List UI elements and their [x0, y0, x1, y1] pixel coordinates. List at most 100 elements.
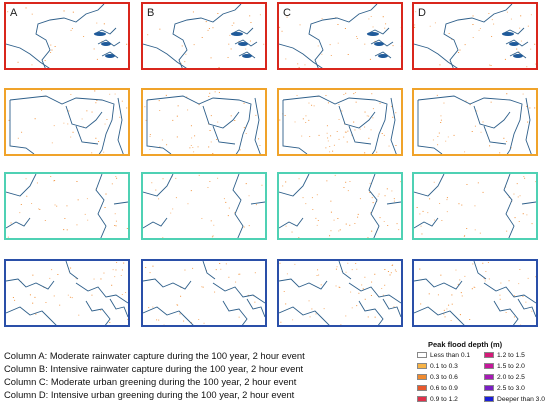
- flood-cell: [93, 278, 95, 280]
- flood-cell: [205, 21, 207, 23]
- flood-cell: [330, 230, 332, 232]
- flood-cell: [414, 24, 416, 26]
- boundary-line: [368, 174, 380, 238]
- flood-cell: [371, 197, 373, 199]
- flood-cell: [329, 151, 331, 153]
- column-label-d: D: [418, 7, 426, 19]
- water-body: [231, 32, 243, 36]
- boundary-line: [308, 4, 378, 68]
- flood-cell: [491, 36, 493, 37]
- flood-cell: [284, 115, 286, 116]
- flood-cell: [45, 302, 47, 303]
- flood-cell: [305, 122, 307, 123]
- flood-cell: [339, 287, 341, 288]
- flood-cell: [517, 196, 519, 198]
- boundary-line: [414, 217, 439, 229]
- map-panel-a-row-1: A: [4, 2, 130, 70]
- boundary-line: [443, 4, 513, 68]
- map-panel-c-row-1: C: [277, 2, 403, 70]
- flood-cell: [516, 48, 518, 50]
- flood-cell: [126, 107, 128, 109]
- flood-cell: [245, 48, 247, 50]
- flood-cell: [245, 183, 247, 185]
- boundary-line: [143, 217, 168, 229]
- boundary-line: [348, 282, 401, 304]
- flood-cell: [332, 150, 334, 152]
- flood-cell: [51, 142, 53, 144]
- flood-cell: [388, 145, 390, 147]
- flood-cell: [371, 230, 373, 232]
- boundary-line: [202, 105, 240, 145]
- flood-cell: [516, 183, 518, 185]
- flood-cell: [186, 96, 188, 98]
- flood-cell: [338, 230, 340, 232]
- legend-item: 0.1 to 0.3: [417, 363, 458, 370]
- boundary-line: [358, 300, 384, 325]
- legend-item: 2.5 to 3.0: [484, 385, 525, 392]
- boundary-line: [254, 97, 261, 154]
- legend-item: 0.3 to 0.6: [417, 374, 458, 381]
- flood-cell: [434, 22, 436, 24]
- flood-cell: [261, 184, 263, 186]
- flood-cell: [519, 195, 521, 197]
- flood-cell: [329, 146, 331, 147]
- flood-cell: [311, 197, 313, 199]
- flood-cell: [526, 66, 528, 68]
- flood-cell: [255, 114, 257, 116]
- flood-cell: [345, 315, 347, 317]
- flood-cell: [63, 229, 65, 231]
- boundary-line: [75, 282, 128, 304]
- flood-cell: [109, 322, 111, 323]
- flood-cell: [386, 188, 388, 190]
- flood-cell: [176, 304, 178, 306]
- flood-cell: [212, 235, 214, 237]
- flood-cell: [183, 320, 185, 322]
- flood-cell: [443, 102, 445, 104]
- flood-cell: [392, 264, 394, 266]
- flood-cell: [398, 229, 400, 231]
- flood-cell: [149, 272, 151, 274]
- flood-cell: [336, 131, 338, 132]
- flood-cell: [391, 190, 393, 192]
- flood-cell: [530, 48, 532, 50]
- water-body: [238, 42, 248, 46]
- caption-column-a: Column A: Moderate rainwater capture dur…: [4, 350, 305, 361]
- flood-cell: [490, 65, 492, 66]
- flood-cell: [459, 279, 461, 281]
- flood-cell: [382, 294, 384, 296]
- legend-item: 1.2 to 1.5: [484, 352, 525, 359]
- flood-cell: [315, 217, 317, 219]
- boundary-line: [6, 306, 57, 325]
- flood-cell: [311, 104, 313, 106]
- caption-column-d: Column D: Intensive urban greening durin…: [4, 389, 295, 400]
- flood-cell: [190, 190, 192, 192]
- flood-cell: [335, 17, 337, 19]
- legend-item: Less than 0.1: [417, 352, 470, 359]
- flood-cell: [436, 94, 438, 96]
- flood-cell: [345, 131, 347, 133]
- boundary-line: [6, 217, 31, 229]
- flood-cell: [320, 284, 322, 286]
- flood-cell: [51, 49, 53, 51]
- flood-cell: [374, 316, 376, 318]
- flood-cell: [506, 230, 508, 232]
- flood-cell: [371, 281, 373, 283]
- boundary-line: [386, 201, 401, 205]
- flood-cell: [176, 115, 178, 117]
- flood-cell: [427, 212, 429, 214]
- flood-cell: [96, 99, 98, 101]
- flood-cell: [148, 307, 150, 309]
- legend-swatch: [417, 352, 427, 358]
- boundary-line: [143, 174, 174, 197]
- flood-cell: [439, 64, 441, 66]
- flood-cell: [394, 269, 396, 271]
- flood-cell: [72, 11, 74, 13]
- flood-cell: [326, 132, 328, 134]
- flood-cell: [98, 141, 100, 142]
- flood-cell: [201, 218, 203, 219]
- boundary-line: [338, 105, 376, 145]
- flood-cell: [229, 34, 231, 36]
- flood-cell: [387, 225, 389, 226]
- flood-cell: [444, 316, 446, 318]
- flood-cell: [35, 313, 37, 315]
